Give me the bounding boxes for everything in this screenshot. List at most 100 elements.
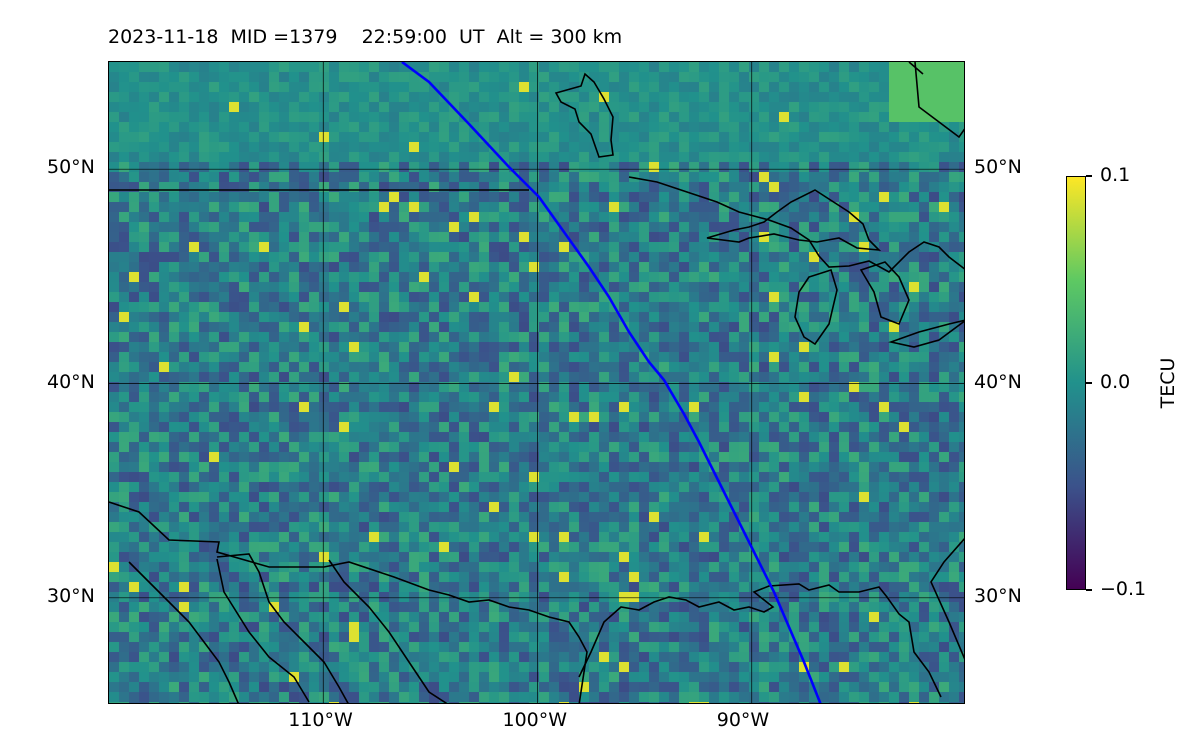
tec-cell	[119, 582, 130, 593]
tec-cell	[839, 342, 850, 353]
tec-cell	[819, 552, 830, 563]
tec-cell	[719, 142, 730, 153]
tec-cell	[829, 362, 840, 373]
tec-cell	[779, 212, 790, 223]
tec-cell	[699, 112, 710, 123]
tec-cell	[229, 282, 240, 293]
tec-cell	[619, 592, 630, 603]
tec-cell	[679, 482, 690, 493]
tec-cell	[329, 552, 340, 563]
tec-cell	[869, 582, 880, 593]
tec-cell	[169, 622, 180, 633]
tec-cell	[199, 612, 210, 623]
tec-cell	[829, 582, 840, 593]
tec-cell	[739, 572, 750, 583]
tec-cell	[389, 582, 400, 593]
tec-cell	[779, 472, 790, 483]
tec-cell	[599, 62, 610, 73]
tec-cell	[629, 352, 640, 363]
tec-cell	[169, 582, 180, 593]
tec-cell	[489, 232, 500, 243]
tec-cell	[759, 442, 770, 453]
tec-cell	[489, 122, 500, 133]
tec-cell	[959, 112, 964, 123]
tec-cell	[219, 362, 230, 373]
tec-cell	[719, 572, 730, 583]
tec-cell	[539, 252, 550, 263]
tec-cell	[619, 622, 630, 633]
tec-cell	[229, 152, 240, 163]
tec-cell	[809, 632, 820, 643]
tec-cell	[359, 162, 370, 173]
tec-cell	[779, 632, 790, 643]
tec-cell	[769, 422, 780, 433]
tec-cell	[619, 132, 630, 143]
tec-cell	[799, 562, 810, 573]
tec-cell	[579, 552, 590, 563]
tec-cell	[939, 432, 950, 443]
tec-cell	[429, 552, 440, 563]
tec-cell	[869, 192, 880, 203]
tec-cell	[519, 112, 530, 123]
tec-cell	[129, 592, 140, 603]
tec-cell	[609, 502, 620, 513]
tec-cell	[379, 272, 390, 283]
tec-cell	[509, 82, 520, 93]
tec-cell	[139, 482, 150, 493]
tec-cell	[169, 122, 180, 133]
tec-cell	[189, 612, 200, 623]
tec-cell	[539, 242, 550, 253]
tec-cell	[699, 252, 710, 263]
tec-cell	[619, 252, 630, 263]
tec-cell	[629, 592, 640, 603]
tec-cell	[179, 212, 190, 223]
tec-cell	[229, 72, 240, 83]
tec-cell	[429, 482, 440, 493]
tec-cell	[409, 462, 420, 473]
tec-cell	[329, 492, 340, 503]
tec-cell	[629, 232, 640, 243]
tec-cell	[439, 292, 450, 303]
tec-cell	[629, 62, 640, 73]
tec-cell	[709, 422, 720, 433]
tec-cell	[829, 512, 840, 523]
tec-cell	[909, 552, 920, 563]
tec-cell	[369, 332, 380, 343]
tec-cell	[509, 622, 520, 633]
tec-cell	[669, 202, 680, 213]
tec-cell	[889, 132, 900, 143]
tec-cell	[909, 412, 920, 423]
tec-cell	[329, 372, 340, 383]
tec-cell	[309, 122, 320, 133]
tec-cell	[119, 392, 130, 403]
tec-cell	[799, 292, 810, 303]
tec-cell	[199, 152, 210, 163]
tec-cell	[789, 472, 800, 483]
tec-cell	[589, 102, 600, 113]
tec-cell	[899, 172, 910, 183]
tec-cell	[459, 252, 470, 263]
tec-cell	[749, 472, 760, 483]
tec-cell	[949, 532, 960, 543]
tec-cell	[509, 572, 520, 583]
tec-cell	[159, 322, 170, 333]
tec-cell	[409, 612, 420, 623]
tec-cell	[889, 622, 900, 633]
tec-cell	[919, 132, 930, 143]
tec-map-svg	[109, 62, 964, 703]
tec-cell	[609, 112, 620, 123]
tec-cell	[559, 472, 570, 483]
tec-cell	[759, 422, 770, 433]
tec-cell	[299, 302, 310, 313]
tec-cell	[889, 182, 900, 193]
tec-cell	[219, 492, 230, 503]
tec-cell	[119, 292, 130, 303]
tec-cell	[359, 222, 370, 233]
tec-cell	[679, 282, 690, 293]
tec-cell	[359, 142, 370, 153]
tec-cell	[569, 392, 580, 403]
tec-cell	[949, 352, 960, 363]
tec-cell	[319, 62, 330, 73]
tec-cell	[209, 532, 220, 543]
tec-cell	[559, 502, 570, 513]
